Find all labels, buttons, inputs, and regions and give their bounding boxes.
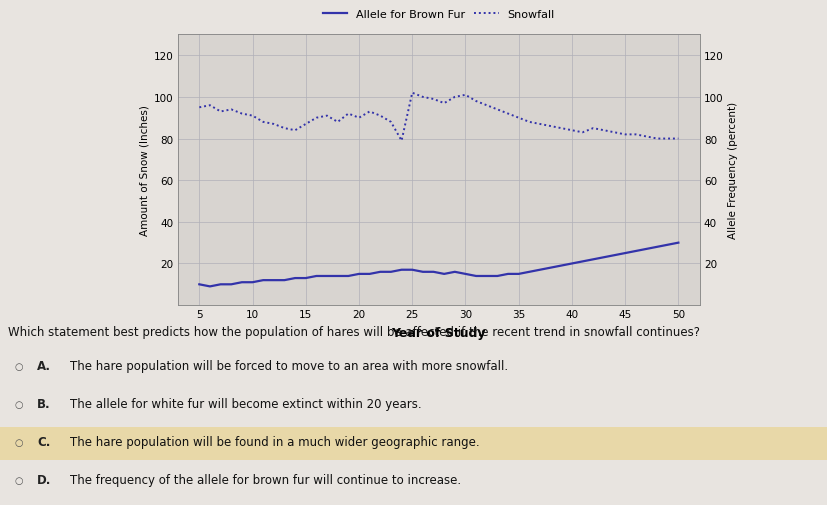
Text: Which statement best predicts how the population of hares will be affected if th: Which statement best predicts how the po… xyxy=(8,326,700,339)
Text: D.: D. xyxy=(37,473,51,486)
Text: The frequency of the allele for brown fur will continue to increase.: The frequency of the allele for brown fu… xyxy=(70,473,461,486)
Text: ○: ○ xyxy=(15,399,23,409)
Text: ○: ○ xyxy=(15,475,23,485)
Text: A.: A. xyxy=(37,360,51,373)
Text: B.: B. xyxy=(37,397,50,411)
Text: The hare population will be found in a much wider geographic range.: The hare population will be found in a m… xyxy=(70,435,480,448)
Text: ○: ○ xyxy=(15,361,23,371)
Y-axis label: Amount of Snow (Inches): Amount of Snow (Inches) xyxy=(140,105,150,236)
Text: The allele for white fur will become extinct within 20 years.: The allele for white fur will become ext… xyxy=(70,397,422,411)
X-axis label: Year of Study: Year of Study xyxy=(391,327,485,339)
Text: The hare population will be forced to move to an area with more snowfall.: The hare population will be forced to mo… xyxy=(70,360,508,373)
Text: C.: C. xyxy=(37,435,50,448)
Text: ○: ○ xyxy=(15,437,23,447)
Legend: Allele for Brown Fur, Snowfall: Allele for Brown Fur, Snowfall xyxy=(318,6,558,25)
Y-axis label: Allele Frequency (percent): Allele Frequency (percent) xyxy=(727,102,737,239)
